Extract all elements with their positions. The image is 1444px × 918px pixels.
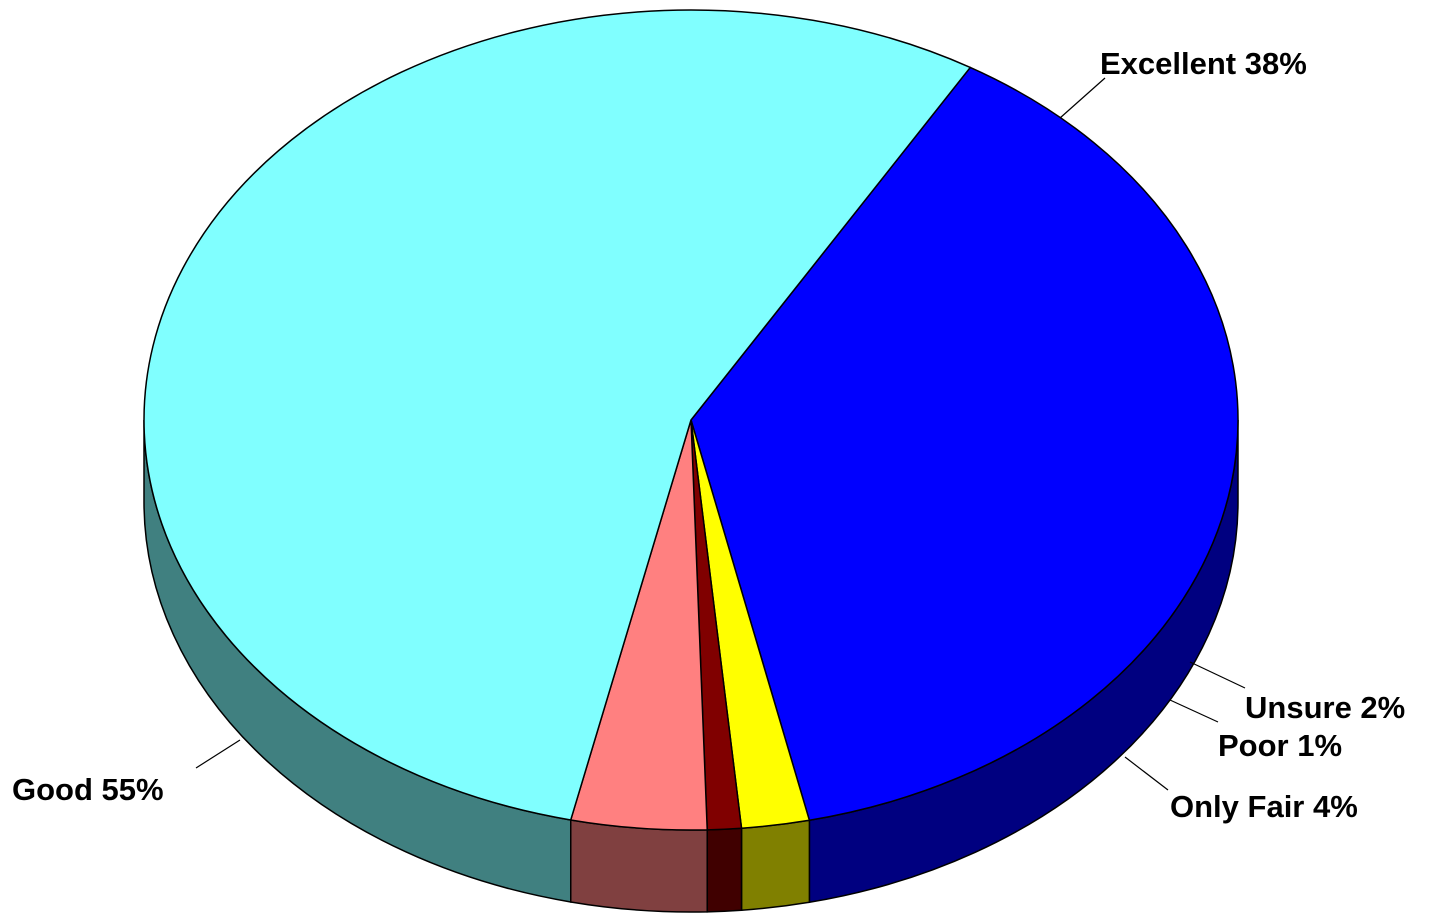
slice-side-poor: [706, 827, 743, 913]
leader-lines: [195, 77, 1246, 791]
slice-label-poor: Poor 1%: [1218, 728, 1342, 763]
leader-line-good: [195, 739, 241, 769]
slice-tops: [143, 9, 1239, 831]
slice-label-excellent: Excellent 38%: [1100, 46, 1307, 81]
leader-line-unsure: [1189, 661, 1246, 689]
slice-label-good: Good 55%: [12, 772, 164, 807]
slice-side-only-fair: [569, 819, 708, 913]
slice-excellent: [690, 66, 1239, 822]
slice-good: [143, 9, 972, 821]
slice-side-unsure: [740, 819, 811, 912]
leader-line-only-fair: [1124, 756, 1169, 791]
slice-label-only-fair: Only Fair 4%: [1170, 789, 1358, 824]
slice-label-unsure: Unsure 2%: [1245, 690, 1405, 725]
leader-line-excellent: [1059, 77, 1106, 119]
leader-line-poor: [1169, 699, 1219, 723]
slice-labels: Excellent 38% Unsure 2%Poor 1% Only Fair 4…: [12, 46, 1405, 824]
